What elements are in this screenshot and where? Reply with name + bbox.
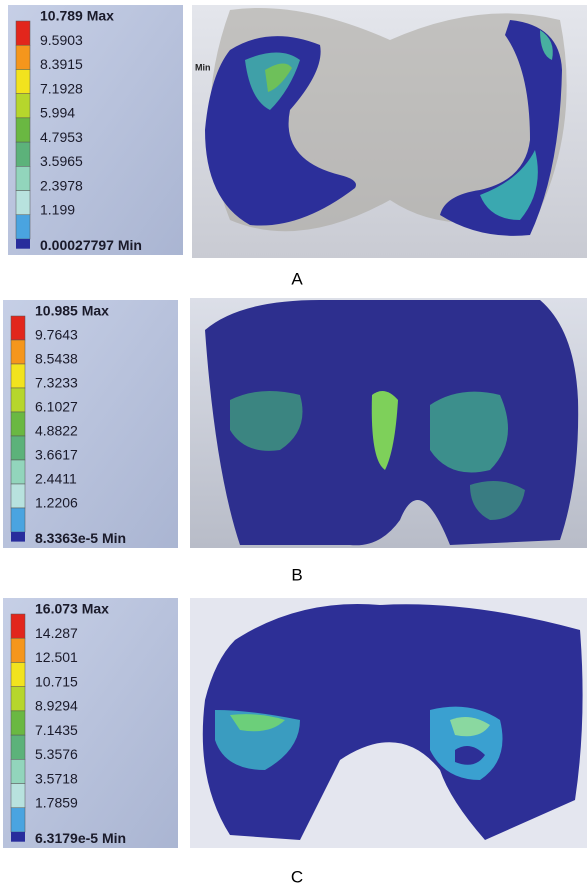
legend-label: 4.7953 bbox=[40, 129, 83, 145]
legend-label: 9.7643 bbox=[35, 327, 78, 343]
legend-label: 10.789 Max bbox=[40, 8, 114, 24]
legend-swatch bbox=[11, 832, 25, 842]
legend-swatch bbox=[11, 316, 25, 340]
legend-label: 2.4411 bbox=[35, 471, 77, 487]
legend-label: 0.00027797 Min bbox=[40, 237, 142, 253]
legend-label: 1.199 bbox=[40, 201, 75, 217]
legend-swatch bbox=[16, 215, 30, 239]
legend-swatch bbox=[11, 388, 25, 412]
legend-label: 10.715 bbox=[35, 673, 78, 689]
figure: 10.789 Max 9.5903 8.3915 7.1928 5.994 4.7953 3… bbox=[0, 0, 587, 887]
legend-label: 9.5903 bbox=[40, 32, 83, 48]
legend-label: 1.7859 bbox=[35, 794, 78, 810]
legend-swatch bbox=[11, 687, 25, 711]
legend-label: 6.3179e-5 Min bbox=[35, 830, 126, 846]
legend-swatch bbox=[11, 735, 25, 759]
legend-swatch bbox=[11, 364, 25, 388]
legend-label: 14.287 bbox=[35, 625, 78, 641]
legend-label: 6.1027 bbox=[35, 399, 78, 415]
legend-swatch bbox=[11, 784, 25, 808]
legend-box bbox=[8, 5, 183, 255]
legend-swatch bbox=[16, 21, 30, 45]
panel-label: B bbox=[291, 565, 302, 584]
legend-label: 7.1435 bbox=[35, 722, 78, 738]
legend-swatch bbox=[11, 340, 25, 364]
legend-label: 7.3233 bbox=[35, 375, 78, 391]
legend-swatch bbox=[16, 94, 30, 118]
legend-swatch bbox=[16, 142, 30, 166]
legend-swatch bbox=[11, 484, 25, 508]
legend-label: 5.994 bbox=[40, 105, 75, 121]
legend-swatch bbox=[11, 759, 25, 783]
legend-label: 8.9294 bbox=[35, 698, 78, 714]
legend-swatch bbox=[11, 808, 25, 832]
legend-label: 8.3363e-5 Min bbox=[35, 530, 126, 546]
legend-label: 16.073 Max bbox=[35, 601, 109, 617]
legend-swatch bbox=[11, 532, 25, 542]
panel-label: A bbox=[291, 269, 303, 288]
legend-label: 5.3576 bbox=[35, 746, 78, 762]
legend-swatch bbox=[11, 614, 25, 638]
legend-label: 4.8822 bbox=[35, 423, 78, 439]
legend-label: 3.5965 bbox=[40, 153, 83, 169]
legend-swatch bbox=[16, 191, 30, 215]
legend-label: 7.1928 bbox=[40, 80, 83, 96]
legend-swatch bbox=[11, 711, 25, 735]
legend-label: 1.2206 bbox=[35, 495, 78, 511]
legend-swatch bbox=[16, 239, 30, 249]
legend-swatch bbox=[11, 638, 25, 662]
legend-label: 3.5718 bbox=[35, 770, 78, 786]
render-a bbox=[192, 5, 587, 258]
legend-label: 8.5438 bbox=[35, 351, 78, 367]
image-label: Min bbox=[195, 62, 211, 72]
legend-swatch bbox=[11, 662, 25, 686]
legend-swatch bbox=[11, 436, 25, 460]
legend-box bbox=[3, 300, 178, 548]
legend-swatch bbox=[16, 166, 30, 190]
legend-swatch bbox=[16, 45, 30, 69]
legend-label: 12.501 bbox=[35, 649, 78, 665]
legend-swatch bbox=[11, 412, 25, 436]
legend-label: 10.985 Max bbox=[35, 303, 109, 319]
legend-label: 2.3978 bbox=[40, 177, 83, 193]
legend-swatch bbox=[16, 118, 30, 142]
legend-label: 8.3915 bbox=[40, 56, 83, 72]
legend-swatch bbox=[11, 460, 25, 484]
legend-label: 3.6617 bbox=[35, 447, 78, 463]
legend-box bbox=[3, 598, 178, 848]
legend-swatch bbox=[11, 508, 25, 532]
legend-swatch bbox=[16, 69, 30, 93]
panel-label: C bbox=[291, 867, 303, 886]
